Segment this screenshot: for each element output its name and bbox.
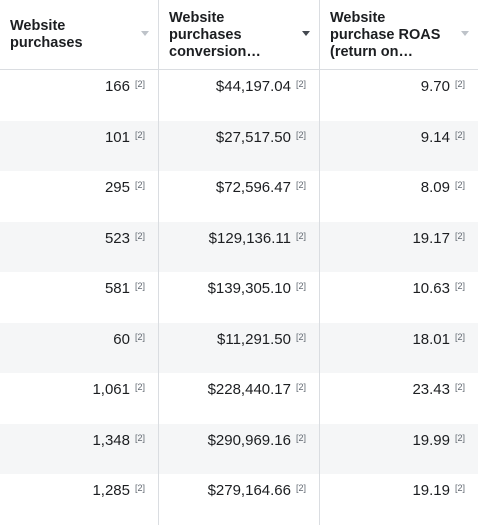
purchases-cell: 1,285 [2] xyxy=(92,482,145,499)
footnote-marker[interactable]: [2] xyxy=(295,382,306,392)
roas-cell: 18.01 [2] xyxy=(319,322,478,373)
roas-cell: 9.70 [2] xyxy=(319,70,478,121)
footnote-marker[interactable]: [2] xyxy=(454,230,465,241)
purchases-cell: 581 [2] xyxy=(104,280,145,297)
column-header-label: Website purchase ROAS (return on… xyxy=(330,10,441,60)
conversion-value-cell: $139,305.10 [2] xyxy=(158,272,319,323)
conversion-value-cell: $44,197.04 [2] xyxy=(158,70,319,121)
table-row: 101 [2] $27,517.50 [2] 9.14 [2] xyxy=(0,120,478,171)
table-row: 295 [2] $72,596.47 [2] 8.09 [2] xyxy=(0,171,478,222)
sort-arrow-icon[interactable] xyxy=(302,31,310,36)
table-row: 60 [2] $11,291.50 [2] 18.01 [2] xyxy=(0,322,478,373)
table-row: 581 [2] $139,305.10 [2] 10.63 [2] xyxy=(0,272,478,323)
footnote-marker[interactable]: [2] xyxy=(134,230,145,241)
table-row: 523 [2] $129,136.11 [2] 19.17 [2] xyxy=(0,221,478,272)
conversion-value-cell: $72,596.47 [2] xyxy=(158,171,319,222)
footnote-marker[interactable]: [2] xyxy=(134,180,145,190)
table-row: 1,348 [2] $290,969.16 [2] 19.99 [2] xyxy=(0,423,478,474)
sort-arrow-icon[interactable] xyxy=(141,31,149,36)
conversion-value-cell: $279,164.66 [2] xyxy=(158,474,319,525)
footnote-marker[interactable]: [2] xyxy=(295,230,306,241)
footnote-marker[interactable]: [2] xyxy=(454,129,465,140)
footnote-marker[interactable]: [2] xyxy=(134,331,145,342)
roas-cell: 19.19 [2] xyxy=(319,474,478,525)
footnote-marker[interactable]: [2] xyxy=(134,432,145,443)
purchases-cell: 1,348 [2] xyxy=(92,431,145,449)
footnote-marker[interactable]: [2] xyxy=(454,432,465,443)
footnote-marker[interactable]: [2] xyxy=(295,129,306,140)
purchases-cell: 1,061 [2] xyxy=(92,381,145,398)
roas-cell: 8.09 [2] xyxy=(319,171,478,222)
table-row: 1,285 [2] $279,164.66 [2] 19.19 [2] xyxy=(0,474,478,525)
footnote-marker[interactable]: [2] xyxy=(454,382,465,392)
footnote-marker[interactable]: [2] xyxy=(295,281,306,291)
table-row: 1,061 [2] $228,440.17 [2] 23.43 [2] xyxy=(0,373,478,424)
conversion-value-cell: $290,969.16 [2] xyxy=(158,423,319,474)
footnote-marker[interactable]: [2] xyxy=(295,180,306,190)
column-header-purchases-conversion-value[interactable]: Website purchases conversion… xyxy=(158,0,319,69)
footnote-marker[interactable]: [2] xyxy=(295,79,306,89)
footnote-marker[interactable]: [2] xyxy=(134,382,145,392)
sort-arrow-icon[interactable] xyxy=(461,31,469,36)
purchases-cell: 60 [2] xyxy=(113,330,145,348)
footnote-marker[interactable]: [2] xyxy=(134,129,145,140)
purchases-cell: 295 [2] xyxy=(104,179,145,196)
footnote-marker[interactable]: [2] xyxy=(295,483,306,493)
footnote-marker[interactable]: [2] xyxy=(134,79,145,89)
column-header-website-purchases[interactable]: Website purchases xyxy=(0,0,158,69)
footnote-marker[interactable]: [2] xyxy=(295,331,306,342)
roas-cell: 9.14 [2] xyxy=(319,120,478,171)
footnote-marker[interactable]: [2] xyxy=(454,180,465,190)
table-header: Website purchases Website purchases conv… xyxy=(0,0,478,70)
footnote-marker[interactable]: [2] xyxy=(454,331,465,342)
column-header-label: Website purchases conversion… xyxy=(169,10,261,60)
conversion-value-cell: $129,136.11 [2] xyxy=(158,221,319,272)
roas-cell: 23.43 [2] xyxy=(319,373,478,424)
roas-cell: 19.99 [2] xyxy=(319,423,478,474)
footnote-marker[interactable]: [2] xyxy=(295,432,306,443)
footnote-marker[interactable]: [2] xyxy=(454,483,465,493)
conversion-value-cell: $228,440.17 [2] xyxy=(158,373,319,424)
purchases-cell: 166 [2] xyxy=(104,78,145,95)
conversion-value-cell: $11,291.50 [2] xyxy=(158,322,319,373)
purchases-cell: 523 [2] xyxy=(104,229,145,247)
footnote-marker[interactable]: [2] xyxy=(454,281,465,291)
table-body: 166 [2] $44,197.04 [2] 9.70 [2] 101 [2] $27,… xyxy=(0,70,478,525)
column-header-purchase-roas[interactable]: Website purchase ROAS (return on… xyxy=(319,0,478,69)
purchases-cell: 101 [2] xyxy=(104,128,145,146)
roas-cell: 10.63 [2] xyxy=(319,272,478,323)
footnote-marker[interactable]: [2] xyxy=(134,483,145,493)
table-row: 166 [2] $44,197.04 [2] 9.70 [2] xyxy=(0,70,478,121)
conversion-value-cell: $27,517.50 [2] xyxy=(158,120,319,171)
footnote-marker[interactable]: [2] xyxy=(454,79,465,89)
roas-cell: 19.17 [2] xyxy=(319,221,478,272)
column-header-label: Website purchases xyxy=(10,18,83,51)
footnote-marker[interactable]: [2] xyxy=(134,281,145,291)
